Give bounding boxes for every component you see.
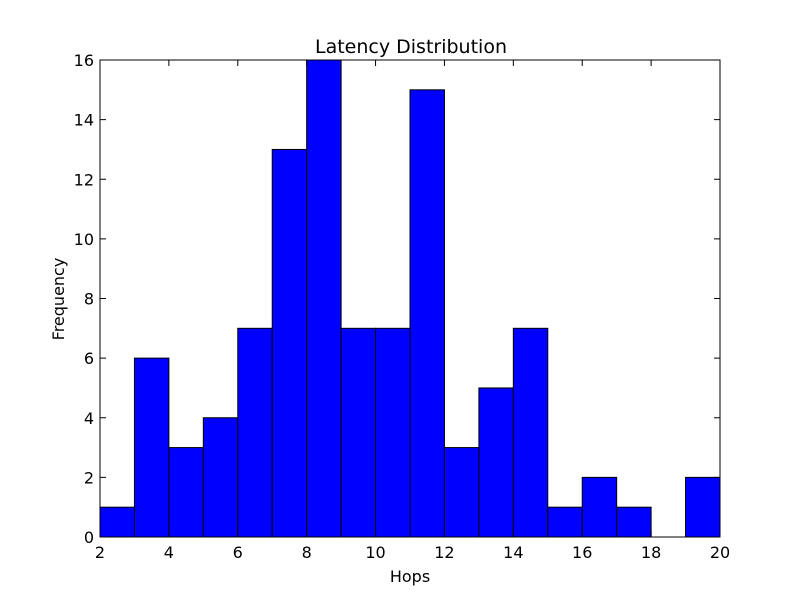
plot-frame bbox=[99, 59, 721, 538]
histogram-bar bbox=[616, 506, 652, 538]
y-tick-label: 0 bbox=[84, 528, 94, 547]
y-tick-label: 2 bbox=[84, 468, 94, 487]
histogram-bar bbox=[168, 447, 204, 538]
x-tick-label: 14 bbox=[503, 543, 523, 562]
x-tick-label: 12 bbox=[434, 543, 454, 562]
y-tick-label: 10 bbox=[74, 230, 94, 249]
x-tick-label: 6 bbox=[233, 543, 243, 562]
y-tick-label: 14 bbox=[74, 111, 94, 130]
histogram-bar bbox=[271, 148, 308, 538]
histogram-bar bbox=[409, 89, 445, 538]
x-tick-label: 20 bbox=[710, 543, 730, 562]
x-tick-label: 16 bbox=[572, 543, 592, 562]
x-tick-label: 10 bbox=[365, 543, 385, 562]
y-tick-label: 16 bbox=[74, 51, 94, 70]
x-tick-label: 18 bbox=[641, 543, 661, 562]
x-tick-label: 4 bbox=[164, 543, 174, 562]
y-tick-label: 4 bbox=[84, 409, 94, 428]
histogram-bar bbox=[340, 327, 377, 538]
x-tick-label: 2 bbox=[95, 543, 105, 562]
histogram-bar bbox=[581, 476, 618, 538]
histogram-bar bbox=[478, 387, 514, 538]
histogram-bar bbox=[685, 476, 721, 538]
histogram-bar bbox=[512, 327, 549, 538]
histogram-bar bbox=[133, 357, 170, 538]
histogram-bar bbox=[237, 327, 273, 538]
y-tick-label: 12 bbox=[74, 170, 94, 189]
y-tick-label: 6 bbox=[84, 349, 94, 368]
y-tick-label: 8 bbox=[84, 290, 94, 309]
histogram-bar bbox=[202, 417, 239, 538]
histogram-bar bbox=[547, 506, 583, 538]
y-axis-label: Frequency bbox=[49, 258, 68, 341]
bars-group bbox=[99, 59, 721, 538]
x-axis-label: Hops bbox=[390, 567, 430, 586]
chart-title: Latency Distribution bbox=[315, 36, 507, 58]
histogram-bar bbox=[99, 506, 135, 538]
x-tick-label: 8 bbox=[302, 543, 312, 562]
histogram-bar bbox=[443, 447, 480, 538]
histogram-bar bbox=[306, 59, 342, 538]
histogram-bar bbox=[375, 327, 411, 538]
